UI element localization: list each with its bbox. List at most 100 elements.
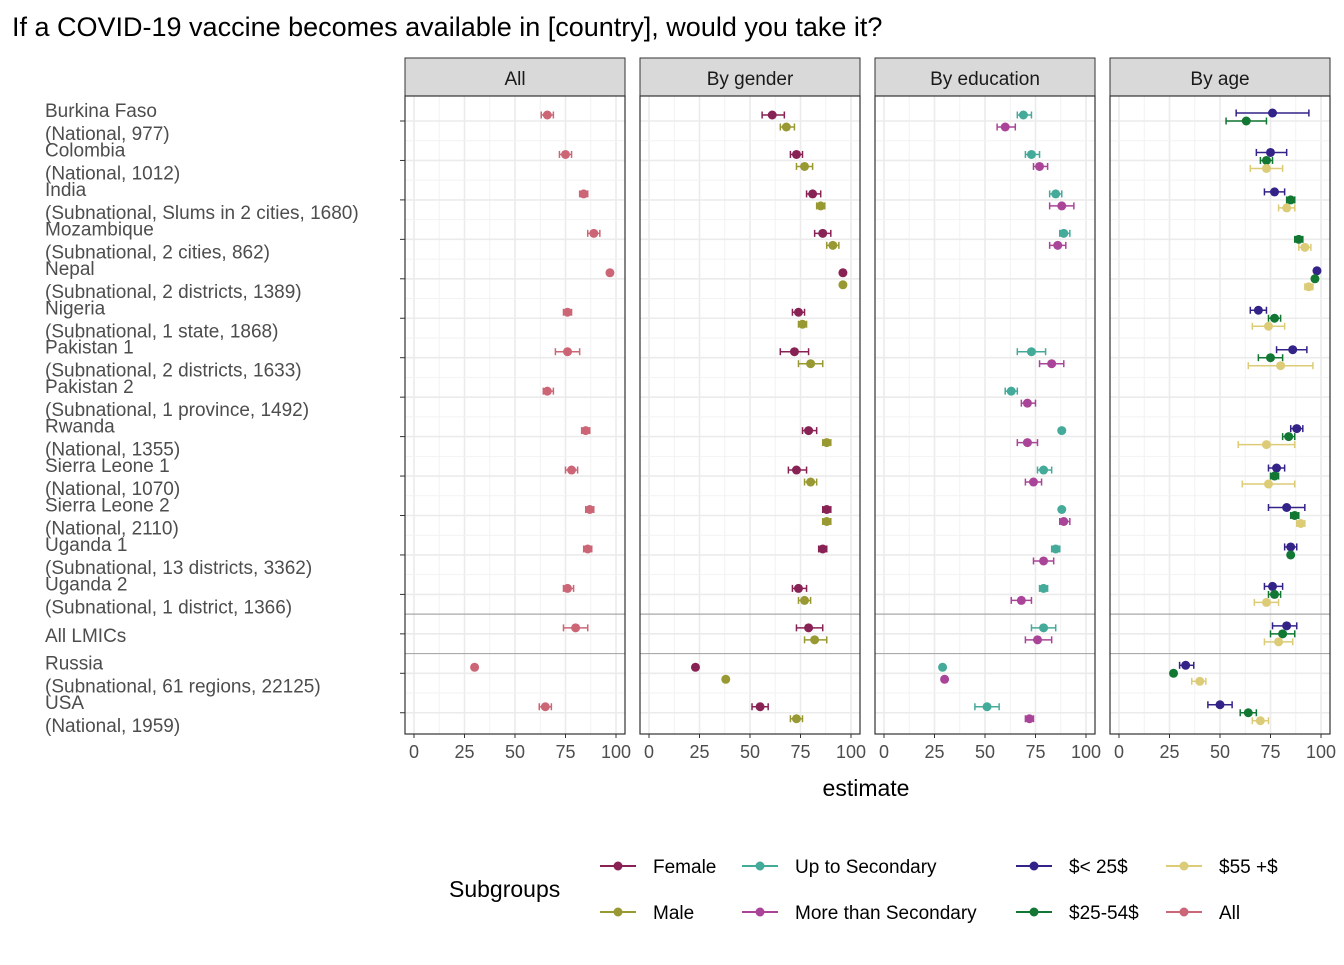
data-point [1169, 668, 1179, 678]
data-point [1243, 708, 1253, 718]
data-point [1255, 716, 1265, 726]
data-point [1022, 398, 1032, 408]
data-point [1286, 542, 1296, 552]
series-25-by-age [1178, 108, 1322, 710]
x-tick-label: 50 [1210, 742, 1230, 762]
row-label-name: Pakistan 2 [45, 377, 134, 398]
row-label-detail: (Subnational, 2 districts, 1633) [45, 361, 302, 382]
data-point [1266, 147, 1275, 157]
row-label-detail: (National, 1355) [45, 440, 180, 461]
row-label-name: All LMICs [45, 626, 126, 647]
data-point [1024, 714, 1034, 724]
x-tick-label: 50 [505, 742, 525, 762]
data-point [1263, 479, 1273, 489]
legend-item-25: $< 25$ [1016, 857, 1128, 878]
data-point [1296, 519, 1306, 528]
x-tick-label: 0 [1114, 742, 1124, 762]
data-point [1039, 556, 1049, 566]
row-label-name: Sierra Leone 1 [45, 456, 170, 477]
strip-by-gender [639, 57, 861, 97]
data-point [940, 674, 950, 684]
data-point [1059, 517, 1069, 526]
data-point [800, 161, 810, 171]
legend-label: $55 +$ [1219, 857, 1278, 878]
data-point [1278, 629, 1288, 639]
data-point [822, 438, 832, 448]
row-labels: Burkina Faso(National, 977)Colombia(Nati… [45, 101, 405, 737]
series-all-all [470, 110, 615, 712]
data-point [542, 386, 552, 396]
row-label-name: Colombia [45, 140, 126, 161]
row-label-detail: (Subnational, 2 cities, 862) [45, 242, 270, 263]
data-point [1051, 189, 1061, 199]
series-female-by-gender [690, 110, 848, 712]
data-point [563, 347, 573, 357]
data-point [571, 623, 581, 633]
data-point [1270, 589, 1280, 599]
data-point [1286, 550, 1296, 560]
legend-item-more-than-secondary: More than Secondary [742, 903, 977, 924]
panel-border [1109, 95, 1331, 735]
data-point [1033, 635, 1043, 645]
data-point [1018, 110, 1028, 120]
data-point [563, 307, 573, 317]
data-point [781, 122, 791, 132]
data-point [828, 240, 838, 250]
legend-item-55: $55 +$ [1166, 857, 1278, 878]
x-tick-label: 75 [555, 742, 575, 762]
data-point [1286, 195, 1296, 205]
legend-key-point [1179, 861, 1189, 871]
data-point [1039, 583, 1049, 593]
strip-label-by-age: By age [1190, 69, 1249, 90]
legend-item-up-to-secondary: Up to Secondary [742, 857, 937, 878]
row-label-detail: (Subnational, 1 province, 1492) [45, 400, 309, 421]
data-point [690, 662, 700, 672]
data-point [1039, 623, 1049, 633]
x-tick-label: 75 [790, 742, 810, 762]
data-point [800, 595, 810, 605]
x-tick-label: 25 [454, 742, 474, 762]
strip-by-age [1109, 57, 1331, 97]
legend-key-point [613, 861, 623, 871]
data-point [1057, 201, 1067, 211]
x-tick-label: 75 [1025, 742, 1045, 762]
data-point [1263, 321, 1273, 331]
x-tick-label: 100 [601, 742, 631, 762]
panel-by-gender: By gender 0 25 50 75 100 [639, 57, 866, 762]
row-label-name: USA [45, 693, 84, 714]
chart-title: If a COVID-19 vaccine becomes available … [12, 12, 882, 42]
strip-label-all: All [504, 69, 525, 90]
row-label-detail: (National, 977) [45, 124, 170, 145]
data-point [542, 110, 552, 120]
x-tick-label: 25 [924, 742, 944, 762]
data-point [1272, 463, 1282, 473]
data-point [1000, 122, 1010, 132]
x-tick-label: 25 [689, 742, 709, 762]
legend-item-all: All [1166, 903, 1240, 924]
data-point [1284, 432, 1294, 442]
series-up-to-secondary-by-education [938, 110, 1071, 712]
series-more-than-secondary-by-education [940, 122, 1075, 724]
row-label-name: Russia [45, 653, 104, 674]
x-tick-label: 25 [1159, 742, 1179, 762]
data-point [567, 465, 577, 475]
data-point [1282, 503, 1292, 512]
data-point [818, 544, 828, 554]
data-point [791, 465, 801, 475]
legend-label: $< 25$ [1069, 857, 1128, 878]
legend-key-point [613, 907, 623, 917]
data-point [1282, 621, 1292, 631]
data-point [1261, 155, 1271, 165]
data-point [1282, 203, 1292, 213]
x-tick-label: 100 [836, 742, 866, 762]
data-point [755, 702, 765, 712]
data-point [470, 662, 480, 672]
data-point [1181, 660, 1191, 670]
series-male-by-gender [721, 122, 848, 724]
data-point [1059, 228, 1069, 238]
data-point [767, 110, 777, 120]
data-point [1028, 477, 1038, 487]
data-point [1016, 595, 1026, 605]
